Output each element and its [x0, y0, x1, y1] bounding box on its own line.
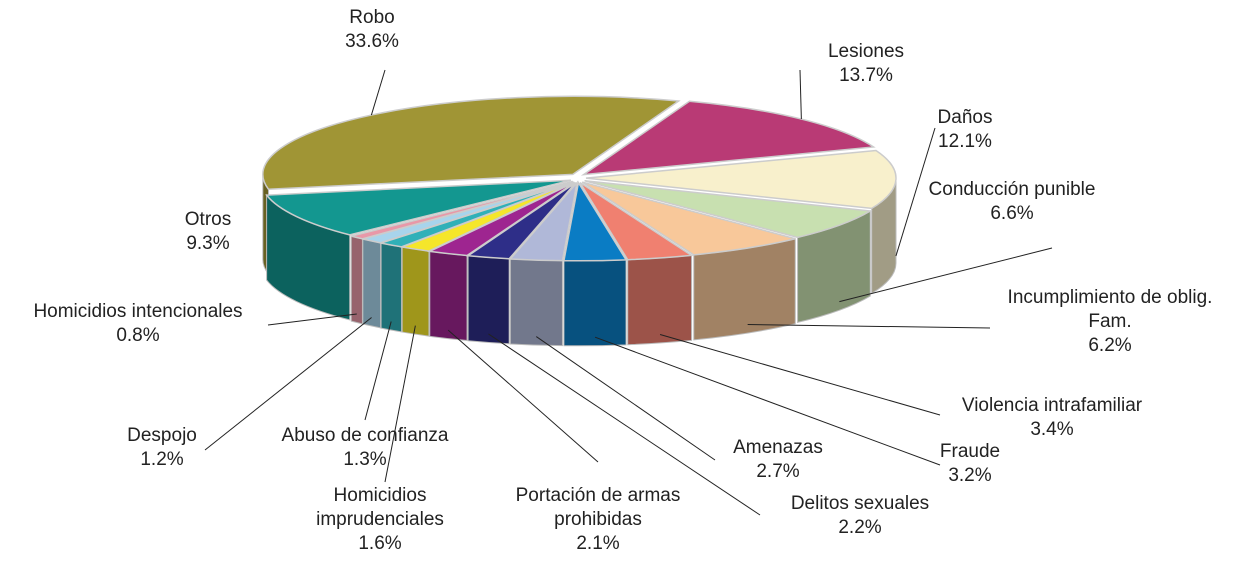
- slice-side: [467, 255, 510, 345]
- leader-line: [799, 69, 802, 120]
- slice-top: [508, 180, 579, 262]
- slice-label: Homicidios intencionales 0.8%: [33, 300, 242, 348]
- slice-side: [401, 246, 430, 337]
- leader-line: [488, 333, 761, 516]
- slice-value: 13.7%: [839, 65, 893, 86]
- slice-side: [509, 258, 563, 347]
- slice-value: 2.7%: [756, 461, 800, 482]
- slice-top: [581, 181, 796, 256]
- slice-category: Amenazas: [733, 437, 823, 458]
- slice-label: Delitos sexuales 2.2%: [791, 492, 929, 540]
- slice-label: Incumplimiento de oblig. Fam. 6.2%: [985, 286, 1235, 358]
- slice-top: [579, 182, 694, 261]
- slice-value: 2.2%: [838, 517, 882, 538]
- slice-value: 3.4%: [1030, 419, 1074, 440]
- slice-label: Amenazas 2.7%: [733, 436, 823, 484]
- slice-label: Despojo 1.2%: [127, 424, 197, 472]
- leader-line: [267, 313, 357, 326]
- slice-value: 1.3%: [343, 449, 387, 470]
- leader-line: [839, 247, 1053, 303]
- slice-label: Violencia intrafamiliar 3.4%: [962, 394, 1142, 442]
- slice-side: [563, 259, 627, 347]
- slice-side: [429, 250, 468, 342]
- slice-category: Fraude: [939, 441, 1001, 462]
- slice-category: Homicidios imprudenciales: [316, 485, 444, 530]
- slice-top: [584, 179, 873, 239]
- slice-top: [563, 180, 628, 262]
- slice-label: Lesiones 13.7%: [828, 40, 904, 88]
- leader-line: [535, 336, 716, 461]
- slice-value: 33.6%: [345, 31, 399, 52]
- slice-label: Fraude 3.2%: [940, 440, 1000, 488]
- leader-line: [747, 324, 991, 329]
- slice-value: 12.1%: [938, 131, 992, 152]
- slice-category: Robo: [349, 7, 395, 28]
- leader-line: [594, 336, 941, 466]
- slice-value: 9.3%: [186, 233, 230, 254]
- leader-line: [370, 69, 386, 116]
- slice-top: [580, 100, 876, 176]
- slice-category: Violencia intrafamiliar: [961, 395, 1143, 416]
- slice-category: Conducción punible: [928, 179, 1096, 200]
- slice-value: 2.1%: [576, 533, 620, 554]
- slice-top: [265, 179, 572, 236]
- slice-label: Portación de armas prohibidas 2.1%: [493, 484, 703, 556]
- leader-line: [384, 325, 416, 483]
- slice-label: Conducción punible 6.6%: [929, 178, 1096, 226]
- slice-label: Otros 9.3%: [185, 208, 231, 256]
- slice-value: 3.2%: [948, 465, 992, 486]
- leader-line: [895, 127, 936, 257]
- slice-category: Daños: [937, 107, 993, 128]
- slice-value: 1.6%: [358, 533, 402, 554]
- slice-side: [362, 238, 382, 329]
- slice-category: Homicidios intencionales: [33, 301, 243, 322]
- slice-label: Homicidios imprudenciales 1.6%: [300, 484, 460, 556]
- slice-category: Otros: [184, 209, 232, 230]
- slice-category: Despojo: [127, 425, 197, 446]
- slice-category: Portación de armas prohibidas: [515, 485, 681, 530]
- slice-top: [351, 180, 573, 240]
- leader-line: [364, 321, 392, 421]
- slice-category: Delitos sexuales: [790, 493, 930, 514]
- slice-category: Incumplimiento de oblig. Fam.: [1007, 287, 1213, 332]
- slice-category: Abuso de confianza: [281, 425, 449, 446]
- slice-top: [465, 181, 577, 260]
- slice-label: Daños 12.1%: [938, 106, 993, 154]
- slice-top: [585, 149, 897, 210]
- slice-value: 6.2%: [1088, 335, 1132, 356]
- slice-value: 1.2%: [140, 449, 184, 470]
- slice-label: Abuso de confianza 1.3%: [282, 424, 449, 472]
- slice-value: 6.6%: [990, 203, 1034, 224]
- leader-line: [447, 329, 599, 463]
- slice-side: [350, 235, 363, 325]
- slice-category: Lesiones: [827, 41, 905, 62]
- slice-side: [380, 242, 403, 333]
- slice-label: Robo 33.6%: [345, 6, 399, 54]
- slice-value: 0.8%: [116, 325, 160, 346]
- leader-line: [659, 334, 941, 416]
- slice-side: [627, 254, 693, 346]
- leader-line: [204, 317, 372, 451]
